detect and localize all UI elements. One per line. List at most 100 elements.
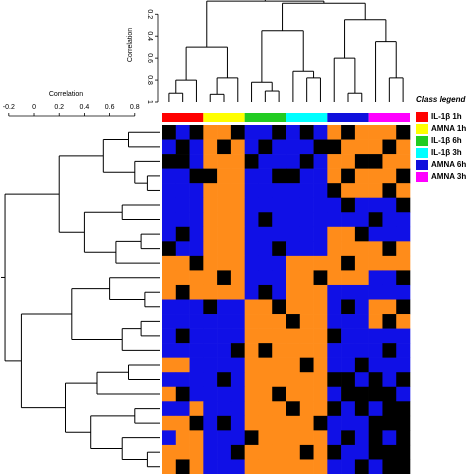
legend-label: AMNA 6h [431,160,466,169]
heatmap-cell [272,168,287,184]
heatmap-cell [203,314,218,329]
heatmap-cell [175,343,190,358]
heatmap-cell [189,430,204,446]
heatmap-cell [217,314,232,329]
heatmap-cell [299,284,314,300]
heatmap-cell [162,401,177,417]
heatmap-cell [162,125,177,140]
heatmap-cell [230,372,245,388]
heatmap-cell [272,372,287,388]
heatmap-cell [396,357,411,373]
heatmap-cell [354,372,369,388]
heatmap-cell [368,125,383,140]
heatmap-cell [230,125,245,140]
heatmap-cell [382,372,397,388]
heatmap-cell [341,197,356,213]
heatmap-cell [354,183,369,199]
heatmap-cell [382,299,397,315]
heatmap-cell [396,183,411,199]
heatmap-cell [327,357,342,373]
heatmap-cell [341,168,356,184]
heatmap-cell [175,299,190,315]
heatmap-cell [313,386,328,402]
heatmap-cell [203,372,218,388]
heatmap-cell [286,197,301,213]
heatmap-cell [189,372,204,388]
heatmap-cell [341,125,356,140]
heatmap-cell [341,314,356,329]
heatmap-cell [368,168,383,184]
heatmap-cell [217,372,232,388]
heatmap-cell [244,415,259,431]
heatmap-cell [244,386,259,402]
heatmap-cell [162,197,177,213]
heatmap-cell [396,284,411,300]
heatmap-cell [175,459,190,474]
heatmap-cell [162,444,177,460]
heatmap-cell [203,343,218,358]
heatmap-cell [354,197,369,213]
heatmap-cell [244,241,259,257]
heatmap-cell [327,270,342,286]
heatmap-cell [299,241,314,257]
heatmap-cell [354,241,369,257]
heatmap-cell [327,430,342,446]
heatmap-cell [162,154,177,169]
heatmap-cell [341,212,356,228]
heatmap-cell [368,328,383,344]
x-tick-label: 0.6 [105,104,115,111]
heatmap-cell [162,284,177,300]
heatmap-cell [230,328,245,344]
heatmap-cell [299,212,314,228]
heatmap-cell [327,299,342,315]
heatmap-cell [258,183,273,199]
heatmap-cell [162,168,177,184]
heatmap-cell [382,168,397,184]
heatmap-cell [382,125,397,140]
heatmap-cell [272,459,287,474]
heatmap-cell [258,139,273,155]
heatmap-cell [175,357,190,373]
heatmap-cell [258,357,273,373]
heatmap-cell [217,415,232,431]
heatmap-cell [272,139,287,155]
heatmap-cell [162,430,177,446]
heatmap-cell [286,314,301,329]
heatmap-cell [217,168,232,184]
heatmap-cell [189,386,204,402]
heatmap-cell [327,255,342,271]
heatmap-cell [189,343,204,358]
heatmap-cell [189,401,204,417]
heatmap-cell [258,154,273,169]
heatmap-cell [382,241,397,257]
heatmap-cell [244,430,259,446]
heatmap-cell [272,154,287,169]
heatmap-cell [175,183,190,199]
heatmap-cell [368,357,383,373]
heatmap-cell [244,343,259,358]
heatmap-cell [162,241,177,257]
y-tick-label: 0.6 [146,53,153,63]
heatmap-cell [162,343,177,358]
heatmap-cell [244,357,259,373]
heatmap-cell [286,241,301,257]
heatmap-cell [272,284,287,300]
heatmap-cell [244,328,259,344]
heatmap-cell [203,125,218,140]
heatmap-cell [396,197,411,213]
heatmap-cell [368,430,383,446]
class-bar [162,113,204,122]
heatmap-cell [244,154,259,169]
heatmap-cell [244,212,259,228]
heatmap-cell [313,415,328,431]
left-axis-label: Correlation [49,91,83,98]
heatmap-cell [203,139,218,155]
heatmap-cell [244,284,259,300]
heatmap-cell [230,386,245,402]
heatmap-cell [175,444,190,460]
heatmap-cell [258,168,273,184]
heatmap-cell [189,241,204,257]
heatmap-cell [354,386,369,402]
heatmap-cell [244,125,259,140]
heatmap-cell [258,386,273,402]
